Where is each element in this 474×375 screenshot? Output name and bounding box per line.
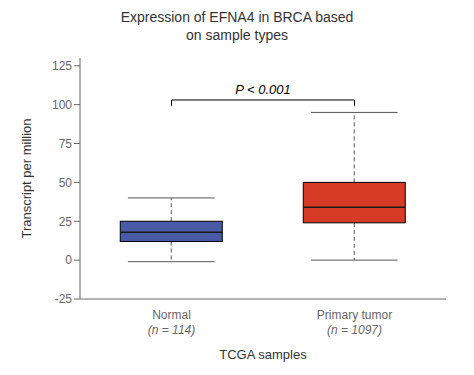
svg-text:-25: -25	[55, 292, 73, 306]
svg-text:25: 25	[59, 215, 73, 229]
svg-text:75: 75	[59, 137, 73, 151]
svg-text:125: 125	[52, 59, 72, 73]
svg-text:TCGA samples: TCGA samples	[219, 347, 307, 362]
svg-text:Transcript per million: Transcript per million	[19, 118, 34, 238]
svg-text:0: 0	[65, 253, 72, 267]
html-text:Expression of EFNA4 in BRCA ba: Expression of EFNA4 in BRCA based on sam…	[120, 9, 354, 43]
svg-text:100: 100	[52, 98, 72, 112]
svg-text:Normal(n = 114): Normal(n = 114)	[148, 308, 195, 337]
svg-text:50: 50	[59, 176, 73, 190]
svg-text:Primary tumor(n = 1097): Primary tumor(n = 1097)	[317, 308, 392, 337]
svg-text:P < 0.001: P < 0.001	[235, 82, 291, 97]
